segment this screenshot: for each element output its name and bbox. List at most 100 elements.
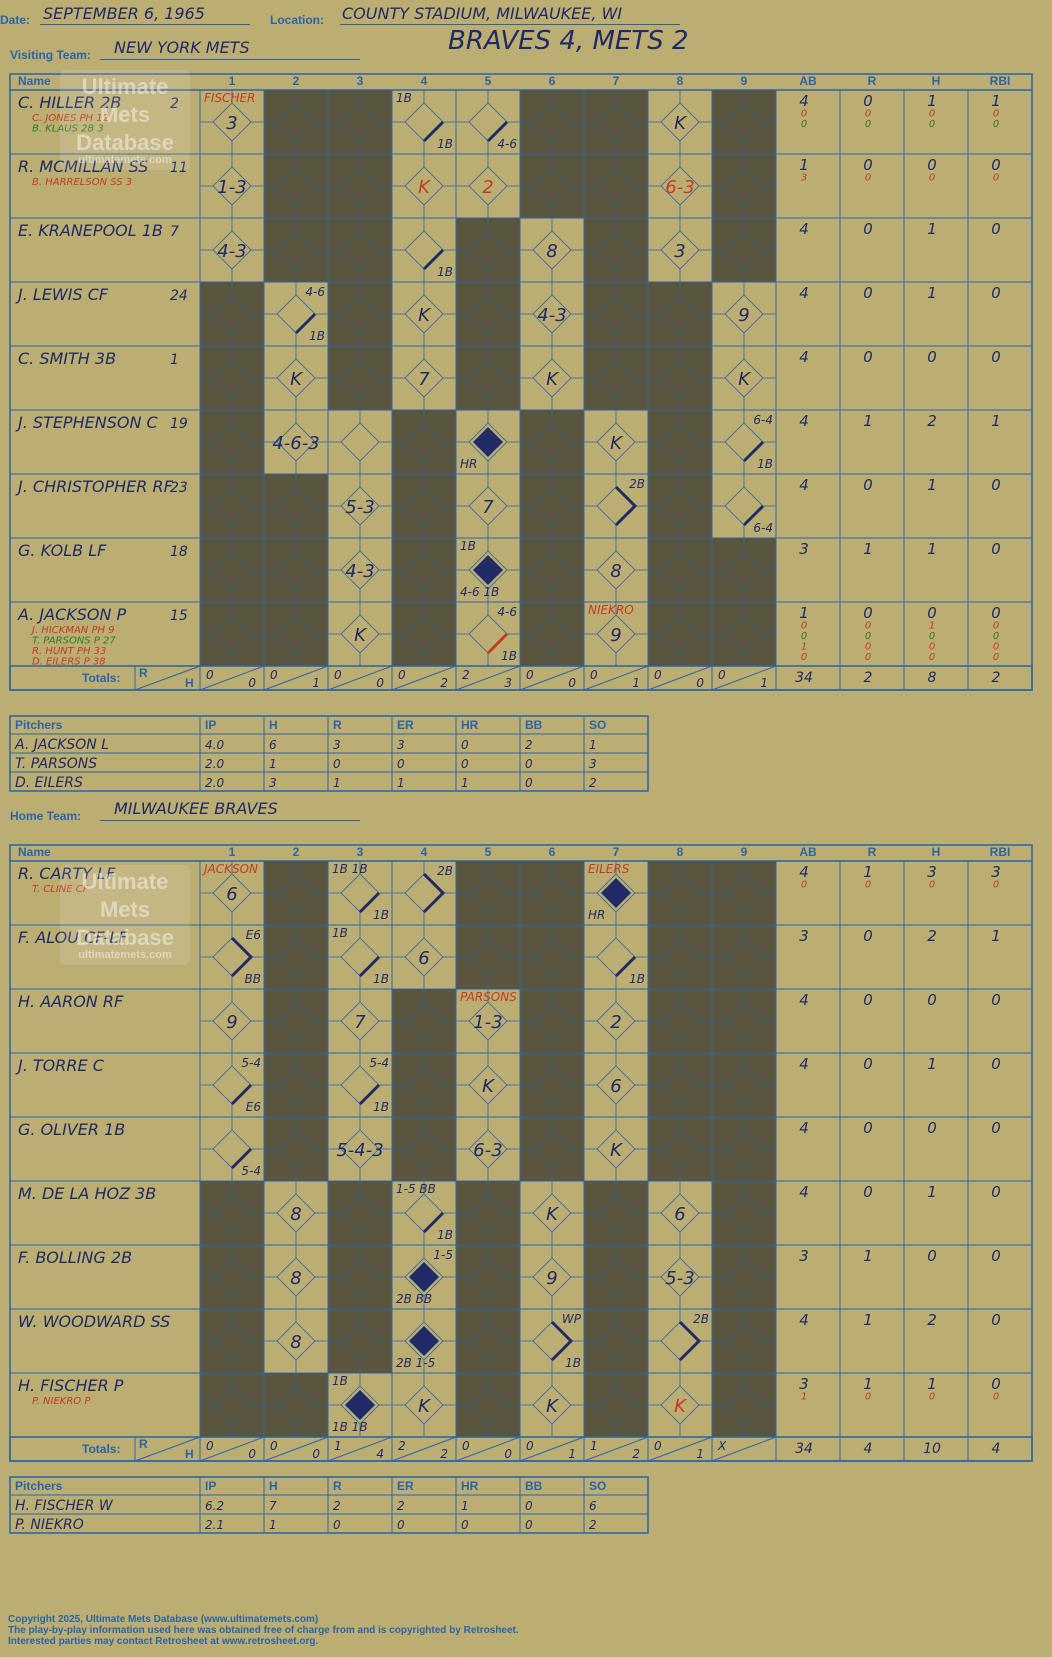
stat-value: 0 (863, 604, 873, 622)
play-note: 1B (396, 91, 412, 105)
play-note: 2B 1-5 (396, 1356, 435, 1370)
pitcher-so: 1 (589, 738, 597, 752)
player-number: 7 (170, 224, 179, 240)
hit-path (422, 120, 445, 143)
stat-total-cell (967, 665, 1033, 691)
diamond (340, 873, 380, 913)
inning-runs: 0 (334, 668, 342, 682)
pitcher-h: 7 (269, 1499, 277, 1513)
watermark-logo: Ultimate Mets Database ultimatemets.com (60, 70, 190, 170)
stat-total-value: 4 (864, 1441, 873, 1457)
stat-sub-value: 0 (929, 652, 935, 663)
player-number: 23 (170, 480, 188, 496)
play-note: 1B (373, 1100, 389, 1114)
player-number: 24 (170, 288, 188, 304)
play-note: 1B (565, 1356, 581, 1370)
pitcher-header: R (333, 1479, 342, 1493)
pitcher-er: 1 (397, 776, 405, 790)
location-label: Location: (270, 13, 324, 27)
pitcher-name: D. EILERS (15, 775, 83, 791)
play-result: 6 (226, 884, 237, 905)
header-inning-7: 7 (613, 74, 620, 88)
visitors-scorecard: Name 1 2 3 4 5 6 7 8 9 AB R H RBI 3 FISCHER 1B 1B 4-6 K C. H… (0, 0, 1052, 800)
stat-value: 0 (991, 348, 1001, 366)
substitute-name: P. NIEKRO P (32, 1396, 91, 1407)
stat-total-value: 8 (928, 670, 937, 686)
total-divider (199, 665, 265, 691)
total-divider (711, 665, 777, 691)
player-number: 1 (170, 352, 179, 368)
play-result: K (546, 1396, 559, 1417)
player-name: M. DE LA HOZ 3B (18, 1184, 156, 1203)
total-divider (519, 665, 585, 691)
stat-sub-value: 0 (993, 109, 999, 120)
inning-hits: 2 (632, 1447, 640, 1461)
stat-value: 4 (799, 348, 809, 366)
play-note: 2B (437, 864, 453, 878)
pitcher-h: 1 (269, 1518, 277, 1532)
inning-hits: 0 (312, 1447, 320, 1461)
pitcher-er: 0 (397, 757, 405, 771)
play-note: 5-4 (369, 1056, 389, 1070)
play-result: K (674, 1396, 687, 1417)
play-note: 2B (629, 477, 645, 491)
header-inning-8: 8 (677, 845, 684, 859)
play-result: 8 (290, 1332, 301, 1353)
stat-sub-value: 0 (865, 173, 871, 184)
player-name: R. CARTY LF (18, 864, 116, 883)
inning-runs: 1 (590, 1439, 598, 1453)
stat-sub-value: 0 (993, 173, 999, 184)
player-number: 2 (170, 96, 179, 112)
pitcher-hr: 1 (461, 1499, 469, 1513)
stat-value: 1 (927, 92, 937, 110)
inning-hits: 1 (568, 1447, 576, 1461)
play-result: 3 (674, 241, 685, 262)
header-inning-2: 2 (293, 74, 300, 88)
stat-sub-value: 0 (801, 880, 807, 891)
inning-runs: 0 (206, 1439, 214, 1453)
play-result: 4-6-3 (272, 433, 319, 454)
play-result: 6 (610, 1076, 621, 1097)
player-name: H. AARON RF (18, 992, 124, 1011)
inning-hits: 3 (504, 676, 512, 690)
play-note: 1B (501, 649, 517, 663)
header-inning-6: 6 (549, 845, 556, 859)
header-inning-9: 9 (741, 845, 748, 859)
stat-sub-value: 0 (993, 119, 999, 130)
header-inning-4: 4 (421, 845, 428, 859)
stat-value: 4 (799, 1311, 809, 1329)
header-name: Name (18, 74, 51, 88)
inning-runs: 0 (718, 668, 726, 682)
totals-label: Totals: (82, 671, 120, 685)
play-note: JACKSON (202, 862, 258, 876)
diamond (404, 873, 444, 913)
stat-sub-value: 0 (865, 880, 871, 891)
stat-value: 1 (863, 863, 873, 881)
pitcher-er: 0 (397, 1518, 405, 1532)
stat-value: 3 (799, 1375, 809, 1393)
pitcher-ip: 4.0 (205, 738, 224, 752)
stat-sub-value: 1 (929, 621, 935, 632)
stat-value: 3 (799, 540, 809, 558)
stat-value: 0 (863, 156, 873, 174)
visiting-team-name: NEW YORK METS (114, 38, 250, 57)
play-result: 3 (226, 113, 237, 134)
stat-value: 1 (927, 1375, 937, 1393)
player-number: 11 (170, 160, 188, 176)
player-name: J. LEWIS CF (15, 285, 109, 304)
inning-hits: 2 (440, 676, 448, 690)
player-name: J. STEPHENSON C (15, 413, 158, 432)
diamond (340, 1065, 380, 1105)
header-stat-h: H (932, 845, 941, 859)
diamond (212, 1065, 252, 1105)
inning-hits: 1 (312, 676, 320, 690)
play-note: 4-6 1B (460, 585, 499, 599)
stat-value: 0 (927, 1247, 937, 1265)
play-note: 1B (332, 1374, 348, 1388)
stat-sub-value: 0 (801, 109, 807, 120)
stat-sub-value: 0 (993, 880, 999, 891)
home-run-diamond (409, 1262, 439, 1292)
header-inning-7: 7 (613, 845, 620, 859)
header-stat-h: H (932, 74, 941, 88)
stat-value: 0 (927, 991, 937, 1009)
